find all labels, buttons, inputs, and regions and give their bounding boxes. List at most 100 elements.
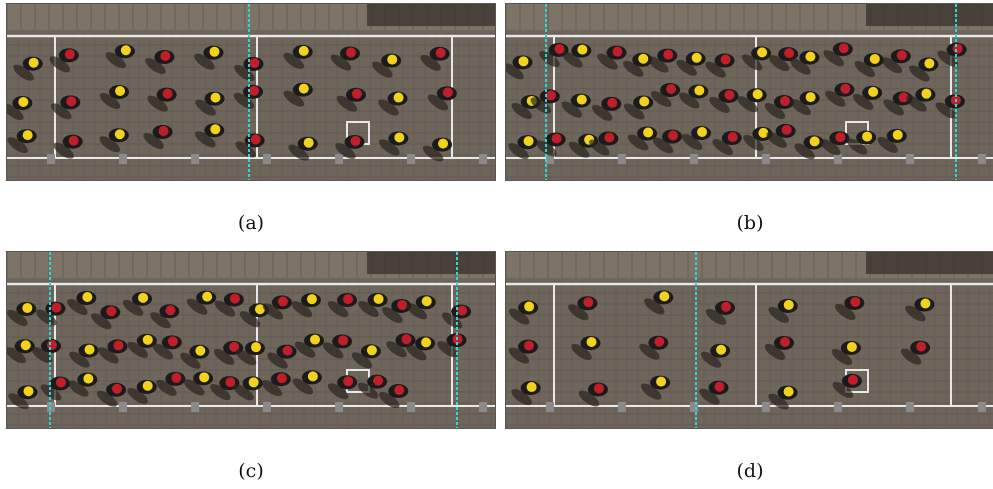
pedestrian (233, 376, 263, 401)
pedestrian (508, 339, 538, 364)
pedestrian (652, 129, 683, 154)
pedestrian (372, 53, 402, 78)
pedestrian (330, 46, 360, 71)
pedestrian (7, 96, 33, 121)
pedestrian (846, 130, 877, 155)
pedestrian (823, 42, 853, 67)
pedestrian (589, 131, 619, 156)
pedestrian (681, 126, 712, 151)
pedestrian (156, 371, 186, 396)
pedestrian (150, 304, 180, 329)
pedestrian (381, 298, 412, 323)
pedestrian (623, 95, 654, 120)
pedestrian (67, 290, 97, 316)
pedestrian (881, 49, 911, 74)
pedestrian (597, 45, 627, 70)
pedestrian (99, 84, 130, 109)
pedestrian (96, 382, 127, 407)
pedestrian (336, 87, 366, 112)
pedestrian (639, 335, 669, 360)
pedestrian (640, 375, 671, 400)
pedestrian (737, 88, 767, 113)
pedestrian (261, 372, 291, 397)
pedestrian (705, 300, 736, 325)
pedestrian (676, 51, 706, 76)
pedestrian (91, 305, 121, 330)
pedestrian (7, 129, 37, 154)
pedestrian (679, 84, 709, 109)
pedestrian (7, 301, 37, 326)
pedestrian (508, 135, 538, 160)
pedestrian (741, 46, 772, 71)
pedestrian (358, 292, 388, 317)
pedestrian (99, 128, 129, 153)
pedestrian (98, 339, 128, 364)
pedestrian (790, 91, 820, 116)
crowd-image-b (506, 4, 993, 180)
pedestrian (650, 82, 681, 107)
pedestrian (13, 56, 43, 81)
caption-b: (b) (736, 212, 764, 234)
pedestrian (571, 336, 601, 361)
pedestrian (267, 344, 297, 369)
pedestrian (764, 95, 794, 120)
pedestrian (422, 137, 453, 162)
pedestrian (766, 123, 796, 148)
pedestrian (291, 293, 321, 318)
pedestrian (768, 298, 798, 323)
pedestrian (292, 370, 322, 395)
pedestrian (143, 124, 173, 149)
pedestrian (820, 131, 850, 156)
pedestrian (768, 385, 798, 410)
pedestrian (53, 134, 83, 159)
pedestrian (194, 45, 224, 70)
pedestrian (406, 295, 436, 320)
pedestrian (379, 384, 409, 409)
pedestrian (627, 126, 658, 151)
pedestrian (709, 88, 739, 113)
pedestrian (562, 43, 592, 68)
pedestrian (854, 52, 884, 77)
pedestrian (900, 340, 931, 365)
pedestrian (327, 293, 358, 318)
pedestrian (511, 381, 541, 406)
pedestrian (420, 46, 450, 71)
pedestrian (294, 333, 325, 358)
pedestrian (935, 94, 965, 119)
crowd-image-d (506, 252, 993, 428)
pedestrian (427, 86, 457, 111)
pedestrian (705, 53, 735, 78)
pedestrian (145, 50, 175, 75)
pedestrian (152, 335, 182, 360)
pedestrian (379, 131, 409, 156)
pedestrian (644, 290, 674, 315)
pedestrian (623, 52, 653, 77)
pedestrian (180, 344, 210, 369)
pedestrian (186, 290, 217, 315)
pedestrian (906, 87, 936, 112)
pedestrian (405, 336, 436, 361)
pedestrian (214, 292, 244, 317)
pedestrian (327, 375, 358, 400)
pedestrian (905, 297, 935, 322)
panel-d (505, 251, 993, 429)
pedestrian (127, 333, 157, 358)
pedestrian (195, 123, 225, 148)
pedestrian (68, 372, 98, 397)
pedestrian (506, 55, 533, 80)
caption-a: (a) (237, 212, 265, 234)
panel-c (6, 251, 496, 429)
pedestrian (283, 82, 313, 107)
pedestrian (909, 57, 939, 82)
pedestrian (831, 340, 861, 365)
crowd-image-c (7, 252, 495, 428)
crowd-image-a (7, 4, 495, 180)
pedestrian (183, 371, 214, 396)
pedestrian (877, 128, 907, 153)
pedestrian (794, 135, 824, 160)
pedestrian (699, 380, 729, 405)
pedestrian (592, 96, 622, 121)
pedestrian (351, 344, 381, 369)
pedestrian (825, 82, 855, 107)
pedestrian (7, 339, 35, 364)
